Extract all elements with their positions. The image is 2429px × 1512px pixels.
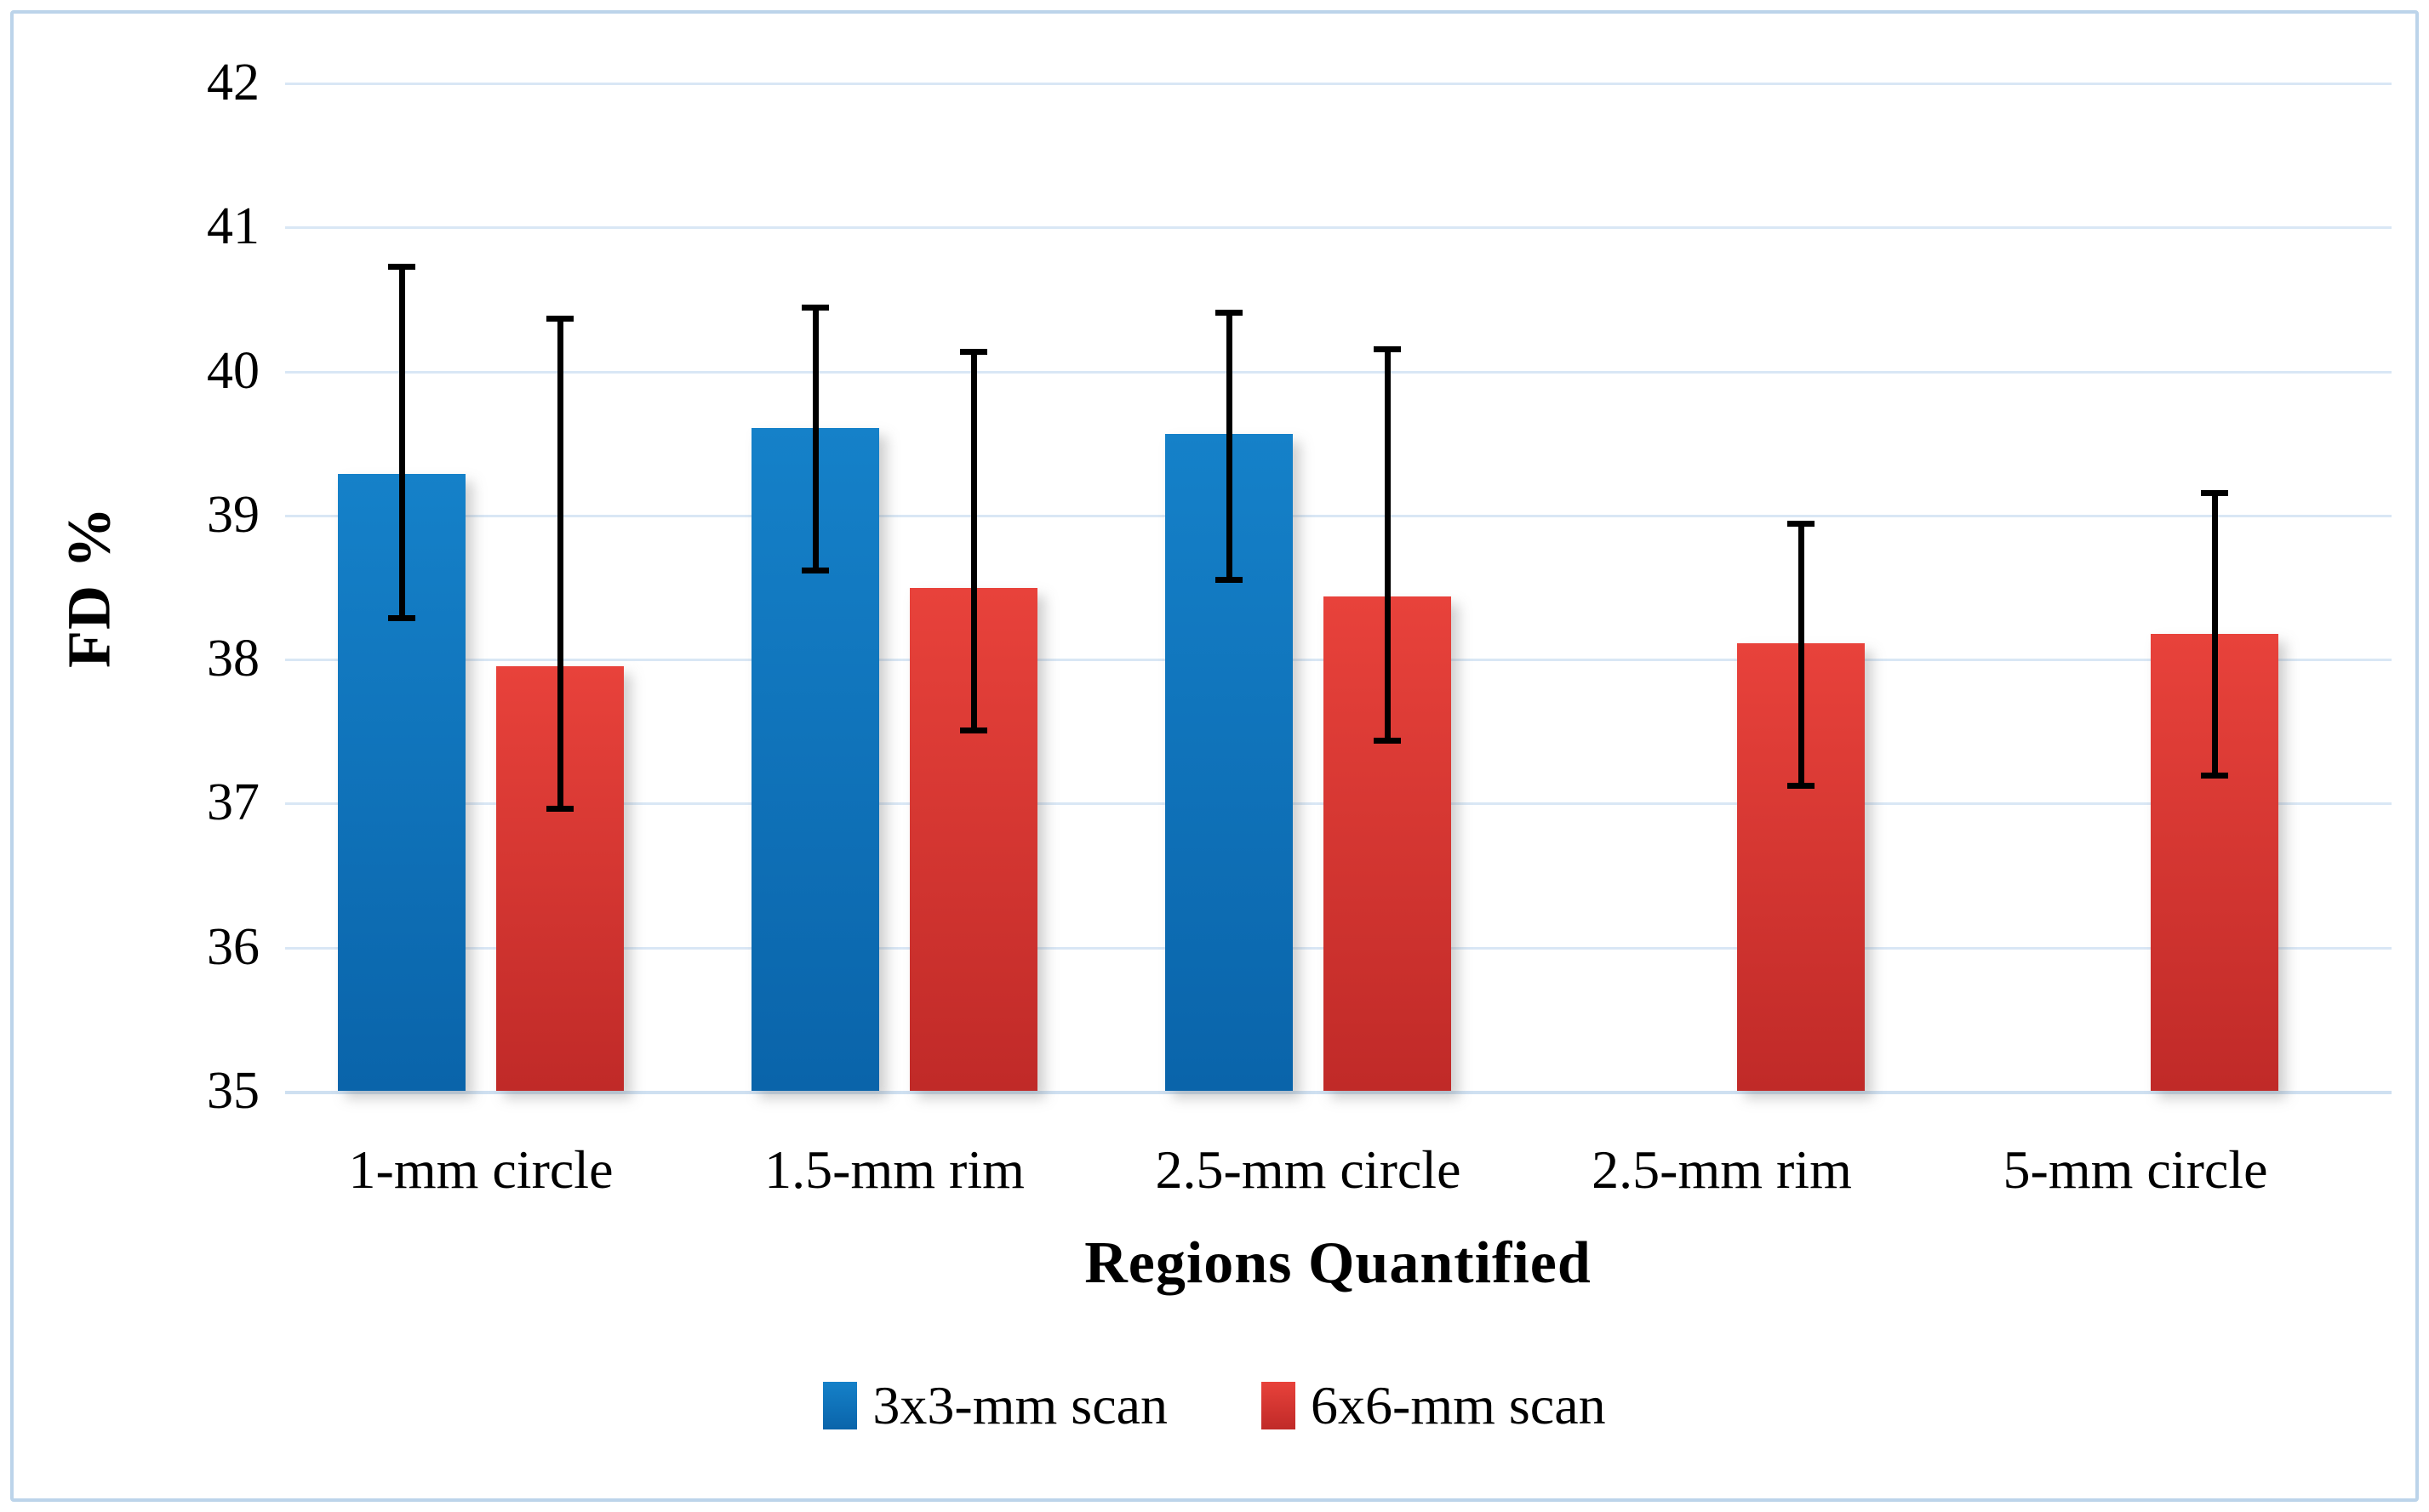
gridline-41	[285, 226, 2392, 230]
error-bar-cap	[1215, 576, 1243, 583]
gridline-42	[285, 83, 2392, 85]
gridline-39	[285, 514, 2392, 517]
error-bar	[812, 307, 819, 571]
gridline-40	[285, 370, 2392, 374]
legend-label: 3x3-mm scan	[872, 1375, 1168, 1435]
error-bar-cap	[546, 316, 574, 322]
legend-swatch-icon	[823, 1382, 858, 1429]
error-bar-cap	[1787, 782, 1815, 789]
category-label-1-mm-circle: 1-mm circle	[348, 1139, 614, 1200]
y-tick-label-37: 37	[207, 773, 260, 832]
error-bar	[557, 318, 563, 809]
legend-item-3x3-mm-scan: 3x3-mm scan	[823, 1378, 1168, 1433]
error-bar-cap	[1215, 310, 1243, 317]
error-bar	[2211, 493, 2218, 776]
error-bar-cap	[802, 304, 829, 311]
error-bar-cap	[2201, 489, 2228, 496]
category-label-2.5-mm-rim: 2.5-mm rim	[1592, 1139, 1852, 1200]
y-tick-label-36: 36	[207, 917, 260, 976]
legend-swatch-icon	[1261, 1382, 1295, 1429]
y-tick-label-42: 42	[207, 54, 260, 111]
error-bar	[1226, 312, 1232, 580]
error-bar-cap	[960, 349, 987, 356]
y-tick-label-35: 35	[207, 1062, 260, 1120]
error-bar	[1384, 349, 1391, 741]
error-bar-cap	[960, 727, 987, 734]
y-axis-title: FD %	[54, 506, 123, 668]
error-bar-cap	[546, 805, 574, 812]
gridline-35	[285, 1091, 2392, 1094]
y-tick-label-40: 40	[207, 341, 260, 400]
error-bar	[398, 266, 405, 619]
y-tick-label-41: 41	[207, 197, 260, 256]
category-label-1.5-mm-rim: 1.5-mm rim	[764, 1139, 1025, 1200]
legend: 3x3-mm scan 6x6-mm scan	[0, 1378, 2429, 1433]
error-bar-cap	[2201, 772, 2228, 779]
y-tick-label-39: 39	[207, 485, 260, 544]
y-tick-label-38: 38	[207, 630, 260, 688]
error-bar-cap	[388, 615, 415, 622]
legend-label: 6x6-mm scan	[1311, 1375, 1606, 1435]
error-bar-cap	[1374, 738, 1401, 745]
category-label-2.5-mm-circle: 2.5-mm circle	[1155, 1139, 1461, 1200]
error-bar-cap	[388, 264, 415, 271]
error-bar	[1797, 523, 1804, 786]
error-bar-cap	[1787, 520, 1815, 527]
error-bar-cap	[1374, 345, 1401, 352]
category-label-5-mm-circle: 5-mm circle	[2003, 1139, 2268, 1200]
legend-item-6x6-mm-scan: 6x6-mm scan	[1261, 1378, 1606, 1433]
error-bar	[970, 351, 977, 731]
error-bar-cap	[802, 568, 829, 574]
plot-area	[285, 83, 2392, 1094]
figure-border	[10, 10, 2419, 1502]
x-axis-title: Regions Quantified	[1084, 1230, 1592, 1296]
